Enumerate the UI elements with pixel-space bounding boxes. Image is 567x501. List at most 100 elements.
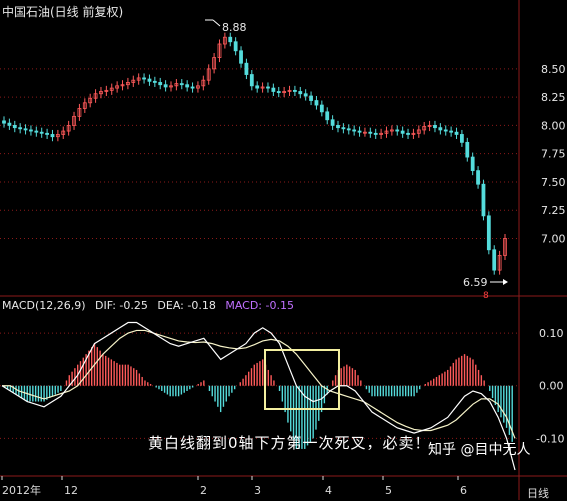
candle-body xyxy=(82,102,87,109)
candle-body xyxy=(222,36,227,45)
candle-body xyxy=(196,85,200,89)
candle-body xyxy=(406,132,410,135)
candle-body xyxy=(23,128,28,131)
candle-body xyxy=(287,89,292,92)
macd-lines xyxy=(1,321,516,471)
candle-body xyxy=(330,119,335,126)
candle-body xyxy=(29,129,33,132)
candle-body xyxy=(470,156,475,172)
candle-body xyxy=(492,249,497,271)
candle-body xyxy=(201,79,206,87)
candle-body xyxy=(179,83,184,86)
candle-body xyxy=(136,77,141,81)
candle-body xyxy=(217,43,222,58)
candle-body xyxy=(45,132,49,135)
macd-value: MACD: -0.15 xyxy=(225,299,294,312)
candle-body xyxy=(357,130,362,133)
candle-body xyxy=(379,132,383,135)
macd-histogram xyxy=(4,343,513,449)
candle-body xyxy=(126,82,130,86)
candle-body xyxy=(352,129,357,132)
candle-body xyxy=(255,85,260,89)
annotation-text: 黄白线翻到0轴下方第一次死叉，必卖！ xyxy=(148,434,431,452)
dif-value: DIF: -0.25 xyxy=(95,299,148,312)
candle-body xyxy=(55,134,60,138)
candle-body xyxy=(66,125,71,132)
period-tab[interactable]: 日线 xyxy=(527,487,549,500)
candle-body xyxy=(158,82,163,86)
candle-body xyxy=(93,93,98,99)
candle-body xyxy=(99,91,103,95)
x-axis: 2012年 12 2 3 4 5 6 xyxy=(1,476,467,497)
candle-body xyxy=(174,83,179,87)
candle-body xyxy=(303,93,308,97)
candle-body xyxy=(503,238,507,256)
candle-body xyxy=(131,79,136,83)
candle-body xyxy=(163,84,168,88)
macd-name: MACD(12,26,9) xyxy=(2,299,86,312)
chart-title: 中国石油(日线 前复权) xyxy=(2,5,124,19)
price-tick-label: 7.75 xyxy=(541,148,566,161)
x-axis-label: 2012年 xyxy=(2,483,41,497)
candle-body xyxy=(486,215,491,251)
candle-body xyxy=(336,125,340,129)
candle-body xyxy=(438,127,443,131)
price-tick-label: 8.50 xyxy=(541,63,566,76)
candle-body xyxy=(152,80,157,83)
x-axis-label: 6 xyxy=(460,484,467,497)
candle-body xyxy=(244,62,249,75)
low-price-label: 6.59 xyxy=(463,276,488,289)
candle-body xyxy=(228,36,233,43)
candle-body xyxy=(373,132,378,135)
candle-body xyxy=(271,87,276,92)
candle-body xyxy=(282,91,287,94)
candle-body xyxy=(206,68,211,81)
x-axis-label: 4 xyxy=(325,484,332,497)
price-tick-label: 8.00 xyxy=(541,119,566,132)
dif-line xyxy=(1,321,516,471)
candle-body xyxy=(460,134,464,143)
candle-body xyxy=(2,120,6,124)
death-cross-highlight-box xyxy=(264,349,340,410)
candle-body xyxy=(481,183,486,217)
candle-body xyxy=(77,108,82,117)
dea-value: DEA: -0.18 xyxy=(157,299,216,312)
low-marker-digit: 8 xyxy=(483,291,489,301)
candle-body xyxy=(454,131,459,135)
candle-body xyxy=(325,111,330,121)
candle-body xyxy=(266,86,270,89)
x-axis-label: 5 xyxy=(385,484,392,497)
candle-body xyxy=(416,129,421,134)
price-candles[interactable] xyxy=(2,32,507,275)
candle-body xyxy=(476,170,480,185)
grid-lines xyxy=(0,68,519,439)
candle-body xyxy=(18,127,23,130)
candle-body xyxy=(50,134,55,138)
macd-tick-label: 0.10 xyxy=(539,327,564,340)
candle-body xyxy=(449,130,454,133)
price-axis: 8.50 8.25 8.00 7.75 7.50 7.25 7.00 xyxy=(541,63,566,246)
candle-body xyxy=(39,131,44,134)
candle-body xyxy=(72,115,76,126)
candle-body xyxy=(115,85,120,89)
candle-body xyxy=(389,129,394,132)
candle-body xyxy=(12,125,17,129)
watermark: 知乎 @目中无人 xyxy=(428,442,531,458)
price-tick-label: 7.50 xyxy=(541,176,566,189)
candle-body xyxy=(61,130,66,135)
low-marker: 6.59 8 xyxy=(463,276,508,301)
candle-body xyxy=(88,97,93,104)
candle-body xyxy=(298,91,303,95)
candle-body xyxy=(346,128,351,131)
candle-body xyxy=(233,41,238,52)
candle-body xyxy=(411,132,416,135)
candle-body xyxy=(293,89,297,92)
candle-body xyxy=(249,74,254,87)
candle-body xyxy=(400,130,405,134)
candle-body xyxy=(309,95,313,101)
price-tick-label: 8.25 xyxy=(541,91,566,104)
dea-line xyxy=(2,329,516,439)
high-price-label: 8.88 xyxy=(222,21,247,34)
candle-body xyxy=(314,100,319,106)
